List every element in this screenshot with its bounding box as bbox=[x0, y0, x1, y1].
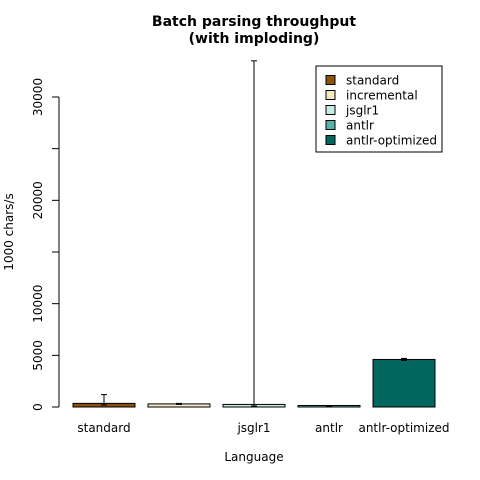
chart-title: Batch parsing throughput bbox=[152, 14, 356, 30]
x-tick-label: standard bbox=[77, 421, 130, 435]
legend-swatch-antlr-optimized bbox=[325, 135, 336, 145]
x-tick-label: antlr-optimized bbox=[358, 421, 449, 435]
legend-swatch-antlr bbox=[325, 120, 336, 130]
y-axis-label: 1000 chars/s bbox=[2, 193, 16, 270]
legend-label: antlr-optimized bbox=[346, 134, 437, 148]
legend-swatch-jsglr1 bbox=[325, 105, 336, 115]
y-tick-label: 0 bbox=[31, 403, 45, 411]
x-tick-label: jsglr1 bbox=[236, 421, 270, 435]
x-axis-label: Language bbox=[224, 450, 283, 464]
x-tick-label: antlr bbox=[315, 421, 343, 435]
legend: standardincrementaljsglr1antlrantlr-opti… bbox=[315, 65, 443, 153]
legend-label: jsglr1 bbox=[345, 104, 379, 118]
y-tick-label: 20000 bbox=[31, 181, 45, 219]
legend-swatch-incremental bbox=[325, 90, 336, 100]
legend-swatch-standard bbox=[325, 75, 336, 85]
chart-subtitle: (with imploding) bbox=[189, 31, 320, 47]
legend-label: incremental bbox=[346, 89, 418, 103]
legend-box bbox=[315, 65, 443, 153]
legend-label: standard bbox=[346, 74, 399, 88]
y-ticks: 0 5000 10000 20000 30000 bbox=[31, 78, 59, 411]
x-tick-labels: standard jsglr1 antlr antlr-optimized bbox=[77, 421, 449, 435]
y-tick-label: 5000 bbox=[31, 340, 45, 371]
y-tick-label: 30000 bbox=[31, 78, 45, 116]
legend-label: antlr bbox=[346, 119, 374, 133]
bar-antlr-optimized bbox=[372, 358, 436, 408]
y-tick-label: 10000 bbox=[31, 285, 45, 323]
error-bars bbox=[101, 60, 407, 408]
